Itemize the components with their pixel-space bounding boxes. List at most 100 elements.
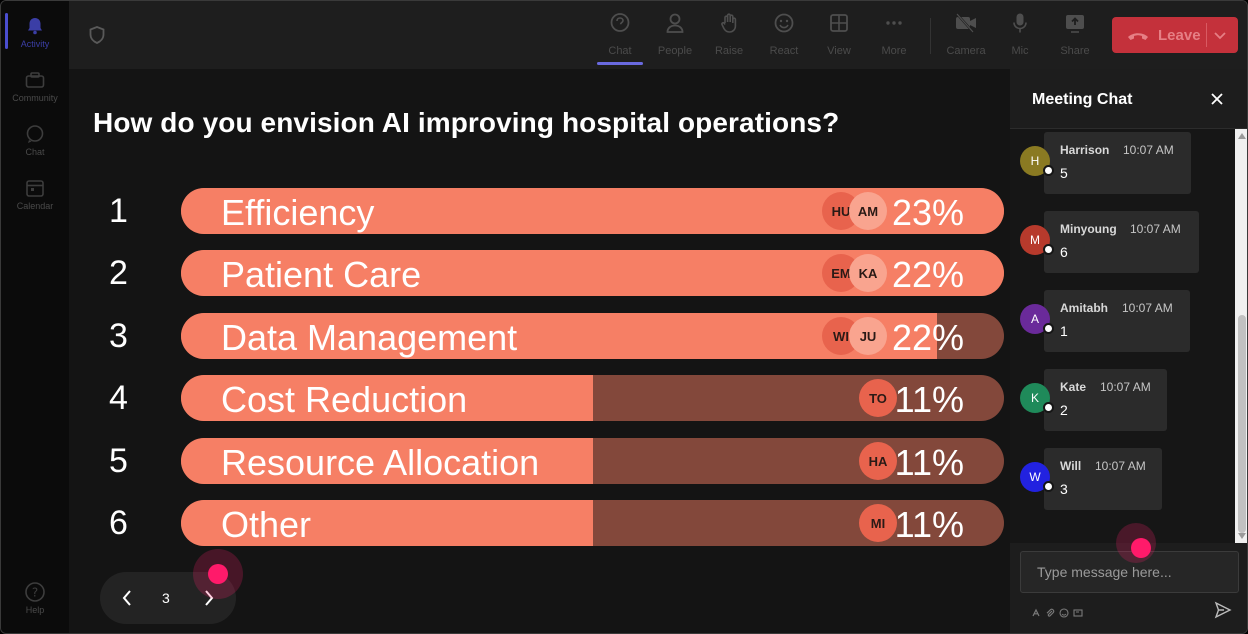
hang-up-icon [1126, 28, 1152, 42]
chevron-down-icon[interactable] [1212, 27, 1228, 43]
option-percentage: 11% [894, 442, 964, 483]
rail-item-activity[interactable]: Activity [1, 5, 69, 57]
send-icon[interactable] [1214, 601, 1232, 619]
toolbar-react-button[interactable]: React [759, 11, 809, 63]
poll-option-row: 3 Data Management WI JU 22% [69, 313, 1010, 359]
option-label: Efficiency [221, 192, 375, 233]
scroll-down-arrow[interactable] [1238, 533, 1246, 539]
message-time: 10:07 AM [1123, 143, 1174, 157]
toolbar-raise-button[interactable]: Raise [704, 11, 754, 63]
click-indicator [1116, 523, 1156, 563]
format-icon[interactable] [1031, 605, 1041, 617]
chat-divider [1010, 128, 1247, 129]
camera-off-icon [954, 11, 978, 35]
toolbar-button-label: Chat [608, 45, 632, 57]
toolbar-camera-button[interactable]: Camera [941, 11, 991, 63]
previous-page-button[interactable] [118, 588, 136, 608]
voter-avatar: JU [849, 317, 887, 355]
sender-name: Will [1060, 459, 1082, 473]
app-rail: Activity Community Chat Calendar ? Help [1, 1, 69, 633]
sender-name: Minyoung [1060, 222, 1117, 236]
attach-icon[interactable] [1045, 605, 1055, 617]
rail-item-chat[interactable]: Chat [1, 113, 69, 165]
voter-avatar: TO [859, 379, 897, 417]
rail-item-calendar[interactable]: Calendar [1, 167, 69, 219]
message-bubble: Kate 10:07 AM 2 [1044, 369, 1167, 431]
gif-icon[interactable] [1073, 605, 1083, 617]
toolbar-button-label: Camera [946, 45, 986, 57]
option-label: Data Management [221, 317, 518, 358]
rail-item-community[interactable]: Community [1, 59, 69, 111]
sender-name: Harrison [1060, 143, 1110, 157]
scroll-up-arrow[interactable] [1238, 133, 1246, 139]
sender-name: Kate [1060, 380, 1087, 394]
grid-icon [827, 11, 851, 35]
message-input[interactable] [1020, 551, 1239, 593]
avatar[interactable]: A [1020, 304, 1050, 334]
smiley-icon [772, 11, 796, 35]
poll-option-row: 6 Other MI 11% [69, 500, 1010, 546]
rail-item-label: Chat [25, 147, 45, 157]
shield-icon[interactable] [87, 25, 107, 45]
poll-option-row: 4 Cost Reduction TO 11% [69, 375, 1010, 421]
toolbar-mic-button[interactable]: Mic [995, 11, 1045, 63]
option-bar: Patient Care EM KA 22% [181, 250, 1004, 296]
more-icon [882, 11, 906, 35]
share-icon [1063, 11, 1087, 35]
rail-item-help[interactable]: ? Help [1, 571, 69, 623]
meeting-toolbar: Chat People Raise React View [69, 1, 1247, 69]
option-bar: Cost Reduction TO 11% [181, 375, 1004, 421]
message-time: 10:07 AM [1122, 301, 1173, 315]
toolbar-divider [930, 18, 931, 54]
option-bar: Resource Allocation HA 11% [181, 438, 1004, 484]
poll-option-row: 1 Efficiency HU AM 23% [69, 188, 1010, 234]
toolbar-button-label: More [881, 45, 907, 57]
presence-status-icon [1043, 481, 1054, 492]
chat-title: Meeting Chat [1032, 91, 1133, 108]
toolbar-people-button[interactable]: People [650, 11, 700, 63]
toolbar-share-button[interactable]: Share [1050, 11, 1100, 63]
chat-message: Minyoung 10:07 AM 6 M [1020, 211, 1199, 273]
leave-button[interactable]: Leave [1112, 17, 1238, 53]
meeting-chat-panel: Meeting Chat Harrison 10:07 AM 5 H Minyoung 1… [1010, 69, 1247, 633]
svg-text:?: ? [32, 586, 38, 600]
page-number: 3 [162, 590, 170, 606]
message-time: 10:07 AM [1130, 222, 1181, 236]
rail-item-label: Help [25, 605, 45, 615]
rail-item-label: Activity [20, 39, 50, 49]
poll-option-row: 5 Resource Allocation HA 11% [69, 438, 1010, 484]
close-icon[interactable] [1209, 91, 1225, 107]
scrollbar-thumb[interactable] [1238, 315, 1246, 533]
toolbar-more-button[interactable]: More [869, 11, 919, 63]
mic-icon [1008, 11, 1032, 35]
option-rank: 2 [109, 254, 128, 292]
community-icon [24, 69, 46, 91]
message-time: 10:07 AM [1095, 459, 1146, 473]
toolbar-chat-button[interactable]: Chat [595, 11, 645, 65]
emoji-icon[interactable] [1059, 605, 1069, 618]
message-text: 1 [1060, 323, 1068, 339]
option-percentage: 23% [891, 192, 964, 233]
option-bar-fill [181, 375, 593, 421]
toolbar-button-label: Raise [714, 45, 744, 57]
bell-icon [24, 15, 46, 37]
next-page-button[interactable] [200, 588, 218, 608]
option-rank: 6 [109, 504, 128, 542]
voter-avatar: MI [859, 504, 897, 542]
presence-status-icon [1043, 165, 1054, 176]
option-percentage: 11% [894, 379, 964, 420]
option-bar: Efficiency HU AM 23% [181, 188, 1004, 234]
people-icon [663, 11, 687, 35]
toolbar-button-label: React [769, 45, 799, 57]
toolbar-view-button[interactable]: View [814, 11, 864, 63]
chat-scrollbar[interactable] [1235, 129, 1247, 543]
hand-icon [717, 11, 741, 35]
message-time: 10:07 AM [1100, 380, 1151, 394]
poll-results: How do you envision AI improving hospita… [69, 69, 1010, 633]
chat-message: Harrison 10:07 AM 5 H [1020, 132, 1191, 194]
voter-avatar: HA [859, 442, 897, 480]
toolbar-button-label: View [827, 45, 851, 57]
option-label: Resource Allocation [221, 442, 540, 483]
leave-label: Leave [1158, 26, 1201, 44]
